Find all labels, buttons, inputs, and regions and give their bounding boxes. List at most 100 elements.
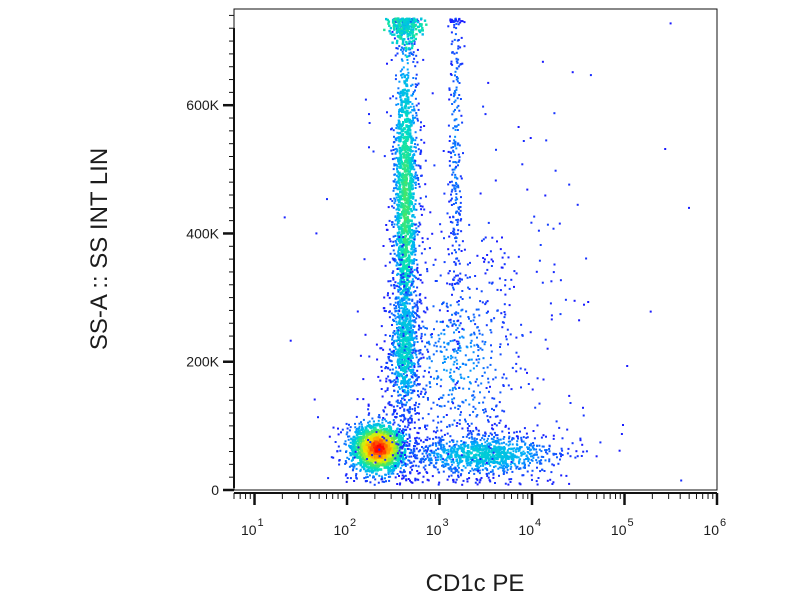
data-point bbox=[550, 280, 553, 283]
data-point bbox=[477, 346, 480, 348]
data-point bbox=[458, 82, 461, 84]
data-point bbox=[403, 385, 405, 388]
data-point bbox=[366, 440, 370, 444]
data-point bbox=[451, 293, 453, 296]
data-point bbox=[452, 458, 455, 461]
data-point bbox=[453, 448, 456, 451]
data-point bbox=[489, 432, 492, 435]
data-point bbox=[527, 464, 530, 467]
data-point bbox=[496, 415, 499, 418]
data-point bbox=[491, 469, 494, 472]
data-point bbox=[436, 403, 439, 406]
data-point bbox=[464, 420, 467, 423]
data-point bbox=[559, 458, 561, 461]
data-point bbox=[397, 237, 400, 240]
data-point bbox=[398, 286, 401, 288]
data-point bbox=[409, 416, 412, 419]
data-point bbox=[418, 244, 421, 247]
data-point bbox=[365, 430, 368, 434]
data-point bbox=[410, 419, 413, 422]
data-point bbox=[409, 323, 412, 326]
data-point bbox=[392, 313, 395, 316]
data-point bbox=[404, 295, 407, 299]
data-point bbox=[415, 73, 418, 76]
data-point bbox=[511, 437, 514, 440]
data-point bbox=[401, 289, 405, 293]
data-point bbox=[392, 467, 396, 471]
data-point bbox=[410, 42, 413, 45]
data-point bbox=[419, 273, 422, 276]
data-point bbox=[477, 469, 480, 472]
data-point bbox=[387, 469, 390, 472]
data-point bbox=[425, 306, 428, 309]
data-point bbox=[404, 106, 407, 110]
data-point bbox=[498, 466, 501, 469]
data-point bbox=[420, 439, 422, 442]
data-point bbox=[391, 205, 394, 208]
data-point bbox=[443, 358, 446, 361]
data-point bbox=[426, 424, 429, 427]
data-point bbox=[478, 459, 482, 462]
data-point bbox=[450, 452, 453, 455]
data-point bbox=[407, 288, 410, 291]
data-point bbox=[474, 481, 477, 484]
data-point bbox=[457, 279, 460, 282]
data-point bbox=[401, 390, 404, 393]
data-point bbox=[405, 147, 409, 151]
data-point bbox=[506, 468, 509, 471]
data-point bbox=[415, 356, 418, 359]
data-point bbox=[371, 430, 374, 433]
data-point bbox=[398, 443, 401, 447]
data-point bbox=[397, 304, 400, 307]
data-point bbox=[378, 443, 383, 448]
data-point bbox=[399, 287, 402, 290]
data-point bbox=[405, 84, 409, 88]
data-point bbox=[405, 135, 408, 139]
data-point bbox=[501, 256, 504, 259]
data-point bbox=[367, 445, 371, 449]
data-point bbox=[422, 396, 425, 398]
data-point bbox=[405, 291, 408, 294]
data-point bbox=[483, 371, 486, 374]
data-point bbox=[387, 280, 390, 283]
data-point bbox=[413, 181, 416, 184]
data-point bbox=[397, 337, 401, 341]
data-point bbox=[406, 314, 409, 317]
data-point bbox=[411, 245, 414, 248]
data-point bbox=[362, 378, 365, 381]
data-point bbox=[426, 357, 429, 360]
data-point bbox=[394, 317, 397, 320]
data-point bbox=[413, 343, 416, 346]
data-point bbox=[283, 216, 286, 219]
data-point bbox=[346, 477, 349, 479]
data-point bbox=[379, 426, 382, 429]
data-point bbox=[485, 301, 488, 304]
data-point bbox=[352, 445, 355, 449]
data-point bbox=[483, 260, 486, 263]
data-point bbox=[452, 215, 455, 218]
data-point bbox=[495, 457, 499, 460]
data-point bbox=[410, 355, 413, 359]
data-point bbox=[403, 110, 407, 114]
data-point bbox=[453, 26, 456, 29]
data-point bbox=[507, 455, 511, 459]
data-point bbox=[453, 168, 456, 171]
data-point bbox=[456, 20, 459, 23]
data-point bbox=[412, 449, 415, 452]
data-point bbox=[453, 231, 456, 234]
data-point bbox=[544, 338, 547, 341]
data-point bbox=[393, 431, 396, 434]
data-point bbox=[405, 272, 409, 276]
data-point bbox=[438, 337, 441, 340]
data-point bbox=[394, 234, 397, 237]
data-point bbox=[495, 404, 498, 407]
data-point bbox=[475, 478, 478, 480]
data-point bbox=[455, 219, 458, 221]
data-point bbox=[401, 245, 404, 248]
data-point bbox=[392, 385, 395, 387]
data-point bbox=[494, 368, 497, 371]
data-point bbox=[474, 468, 476, 471]
data-point bbox=[485, 311, 488, 314]
data-point bbox=[436, 468, 439, 471]
data-point bbox=[460, 443, 463, 446]
